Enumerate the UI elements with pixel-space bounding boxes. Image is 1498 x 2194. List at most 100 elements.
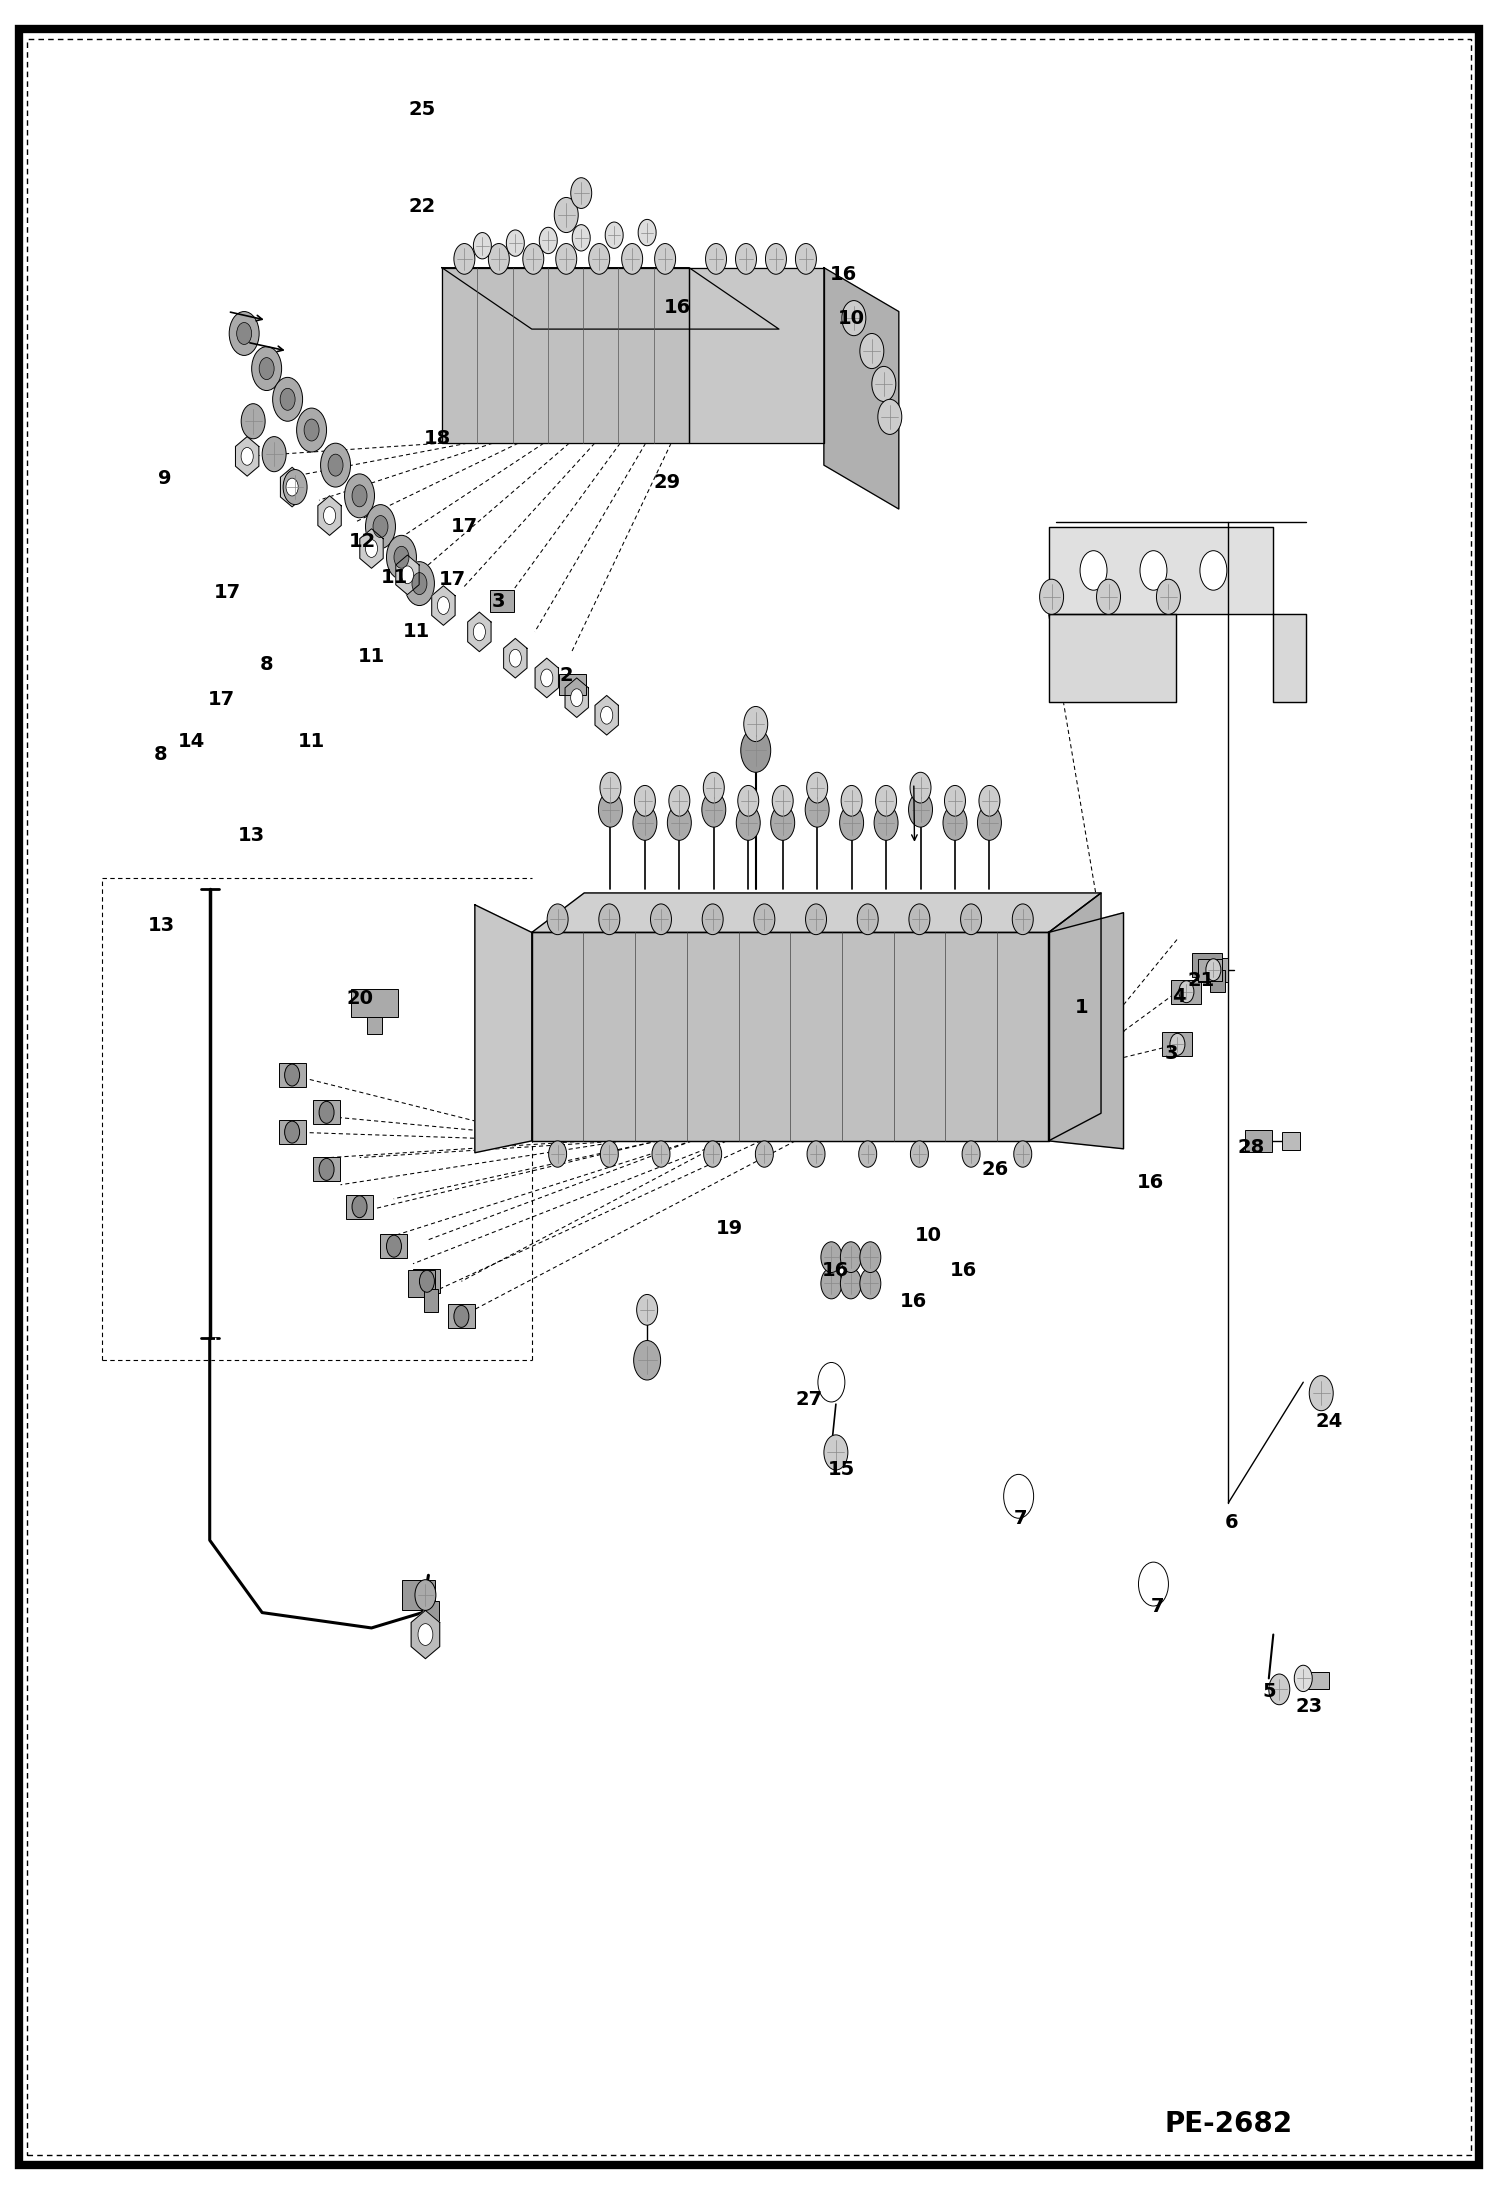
Circle shape [571,689,583,706]
Circle shape [297,408,327,452]
Circle shape [599,904,620,935]
Circle shape [599,792,623,827]
Circle shape [806,772,827,803]
Text: 3: 3 [1164,1044,1179,1062]
Circle shape [842,301,866,336]
Polygon shape [1049,913,1124,1150]
Bar [313,1156,340,1180]
Circle shape [872,366,896,402]
Text: 16: 16 [664,298,691,316]
Circle shape [324,507,336,524]
Circle shape [473,623,485,641]
Circle shape [473,233,491,259]
Text: 17: 17 [439,570,466,588]
Circle shape [655,244,676,274]
Polygon shape [503,638,527,678]
Circle shape [765,244,786,274]
Circle shape [635,785,656,816]
Text: 29: 29 [653,474,680,491]
Circle shape [373,516,388,538]
Circle shape [394,546,409,568]
Text: 16: 16 [1137,1174,1164,1191]
Circle shape [824,1435,848,1470]
Bar [422,1602,439,1628]
Circle shape [703,904,724,935]
Circle shape [366,540,377,557]
Text: 9: 9 [157,470,172,487]
Text: 16: 16 [950,1262,977,1279]
Bar [380,1233,407,1259]
Polygon shape [360,529,383,568]
Text: 16: 16 [900,1292,927,1310]
Circle shape [366,505,395,548]
Circle shape [909,904,930,935]
Text: 11: 11 [380,568,407,586]
Text: 23: 23 [1296,1698,1323,1716]
Text: 24: 24 [1315,1413,1342,1430]
Text: 25: 25 [409,101,436,118]
Bar [413,1268,440,1294]
Circle shape [1309,1376,1333,1411]
Circle shape [454,244,475,274]
Polygon shape [280,467,304,507]
Bar [1171,979,1201,1003]
Circle shape [556,244,577,274]
Polygon shape [1049,614,1176,702]
Text: 10: 10 [837,309,864,327]
Polygon shape [475,904,532,1152]
Text: 6: 6 [1224,1514,1239,1531]
Bar [1198,959,1222,981]
Circle shape [740,728,770,772]
Bar [367,1016,382,1033]
Polygon shape [395,555,419,595]
Circle shape [599,772,622,803]
Circle shape [285,1064,300,1086]
Text: 2: 2 [559,667,574,685]
Circle shape [259,358,274,380]
Circle shape [860,333,884,369]
Circle shape [437,597,449,614]
Circle shape [962,1141,980,1167]
Text: 27: 27 [795,1391,822,1409]
Text: 21: 21 [1188,972,1215,989]
Circle shape [252,347,282,391]
Bar [424,1288,437,1312]
Text: 8: 8 [259,656,274,674]
Circle shape [319,1101,334,1123]
Circle shape [237,323,252,344]
Circle shape [668,805,692,840]
Circle shape [977,805,1001,840]
Circle shape [229,312,259,355]
Polygon shape [431,586,455,625]
Bar [1198,957,1228,981]
Circle shape [1138,1562,1168,1606]
Bar [1282,1132,1300,1150]
Circle shape [589,244,610,274]
Circle shape [454,1305,469,1327]
Circle shape [860,1268,881,1299]
Circle shape [1097,579,1121,614]
Circle shape [319,1158,334,1180]
Polygon shape [565,678,589,717]
Circle shape [944,805,968,840]
Polygon shape [410,1610,440,1659]
Circle shape [554,197,578,233]
Circle shape [352,1196,367,1218]
Circle shape [650,904,671,935]
Circle shape [415,1580,436,1610]
Text: 5: 5 [1261,1683,1276,1700]
Circle shape [944,785,965,816]
Bar [1210,970,1225,992]
Circle shape [1269,1674,1290,1705]
Circle shape [273,377,303,421]
Circle shape [980,785,1001,816]
Circle shape [419,1270,434,1292]
Bar [1245,1130,1272,1152]
Circle shape [858,1141,876,1167]
Polygon shape [532,893,1101,932]
Circle shape [401,566,413,584]
Text: 11: 11 [298,733,325,750]
Circle shape [547,904,568,935]
Circle shape [818,1362,845,1402]
Circle shape [1206,959,1221,981]
